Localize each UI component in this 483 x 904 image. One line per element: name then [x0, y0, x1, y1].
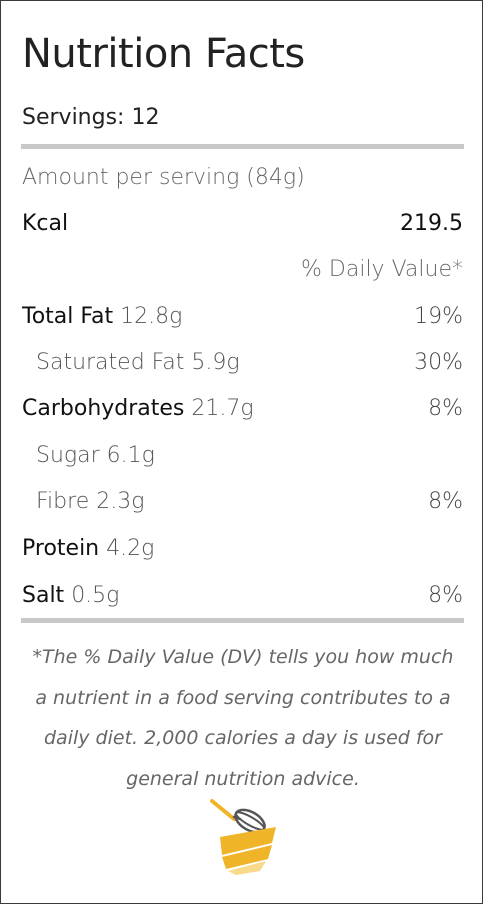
- amount-per-serving-row: Amount per serving (84g): [22, 161, 463, 195]
- nutrient-label: Sugar: [36, 443, 100, 468]
- divider: [21, 618, 464, 623]
- nutrient-label: Salt: [22, 583, 65, 608]
- amount-per-serving-label: Amount per serving (84g): [22, 165, 305, 190]
- nutrient-dv: 8%: [428, 583, 463, 608]
- nutrient-row-saturated-fat: Saturated Fat 5.9g 30%: [22, 346, 463, 380]
- nutrient-row-total-fat: Total Fat 12.8g 19%: [22, 300, 463, 334]
- nutrient-label: Carbohydrates: [22, 396, 185, 421]
- kcal-label: Kcal: [22, 211, 69, 236]
- nutrient-row-carbohydrates: Carbohydrates 21.7g 8%: [22, 392, 463, 426]
- servings-label: Servings: 12: [22, 105, 160, 130]
- whisk-bowl-icon: [210, 799, 276, 875]
- nutrient-amount: 21.7g: [191, 396, 254, 421]
- nutrient-label: Fibre: [36, 489, 90, 514]
- nutrient-dv: 30%: [414, 350, 463, 375]
- divider: [21, 144, 464, 149]
- nutrient-amount: 4.2g: [106, 536, 155, 561]
- nutrient-amount: 0.5g: [71, 583, 120, 608]
- nutrient-label: Total Fat: [22, 304, 114, 329]
- nutrient-dv: 8%: [428, 489, 463, 514]
- kcal-row: Kcal 219.5: [22, 207, 463, 241]
- nutrient-row-fibre: Fibre 2.3g 8%: [22, 485, 463, 519]
- nutrient-amount: 6.1g: [106, 443, 155, 468]
- page-title: Nutrition Facts: [22, 31, 305, 77]
- nutrient-dv: 8%: [428, 396, 463, 421]
- nutrient-amount: 12.8g: [120, 304, 183, 329]
- nutrient-dv: 19%: [414, 304, 463, 329]
- nutrient-row-sugar: Sugar 6.1g: [22, 439, 463, 473]
- daily-value-header-row: % Daily Value*: [22, 253, 463, 287]
- nutrient-row-salt: Salt 0.5g 8%: [22, 579, 463, 613]
- daily-value-header: % Daily Value*: [301, 257, 463, 282]
- nutrient-label: Protein: [22, 536, 100, 561]
- nutrient-label: Saturated Fat: [36, 350, 185, 375]
- nutrient-amount: 5.9g: [191, 350, 240, 375]
- daily-value-footnote: *The % Daily Value (DV) tells you how mu…: [32, 646, 454, 790]
- nutrient-amount: 2.3g: [96, 489, 145, 514]
- kcal-value: 219.5: [400, 211, 463, 236]
- nutrient-row-protein: Protein 4.2g: [22, 532, 463, 566]
